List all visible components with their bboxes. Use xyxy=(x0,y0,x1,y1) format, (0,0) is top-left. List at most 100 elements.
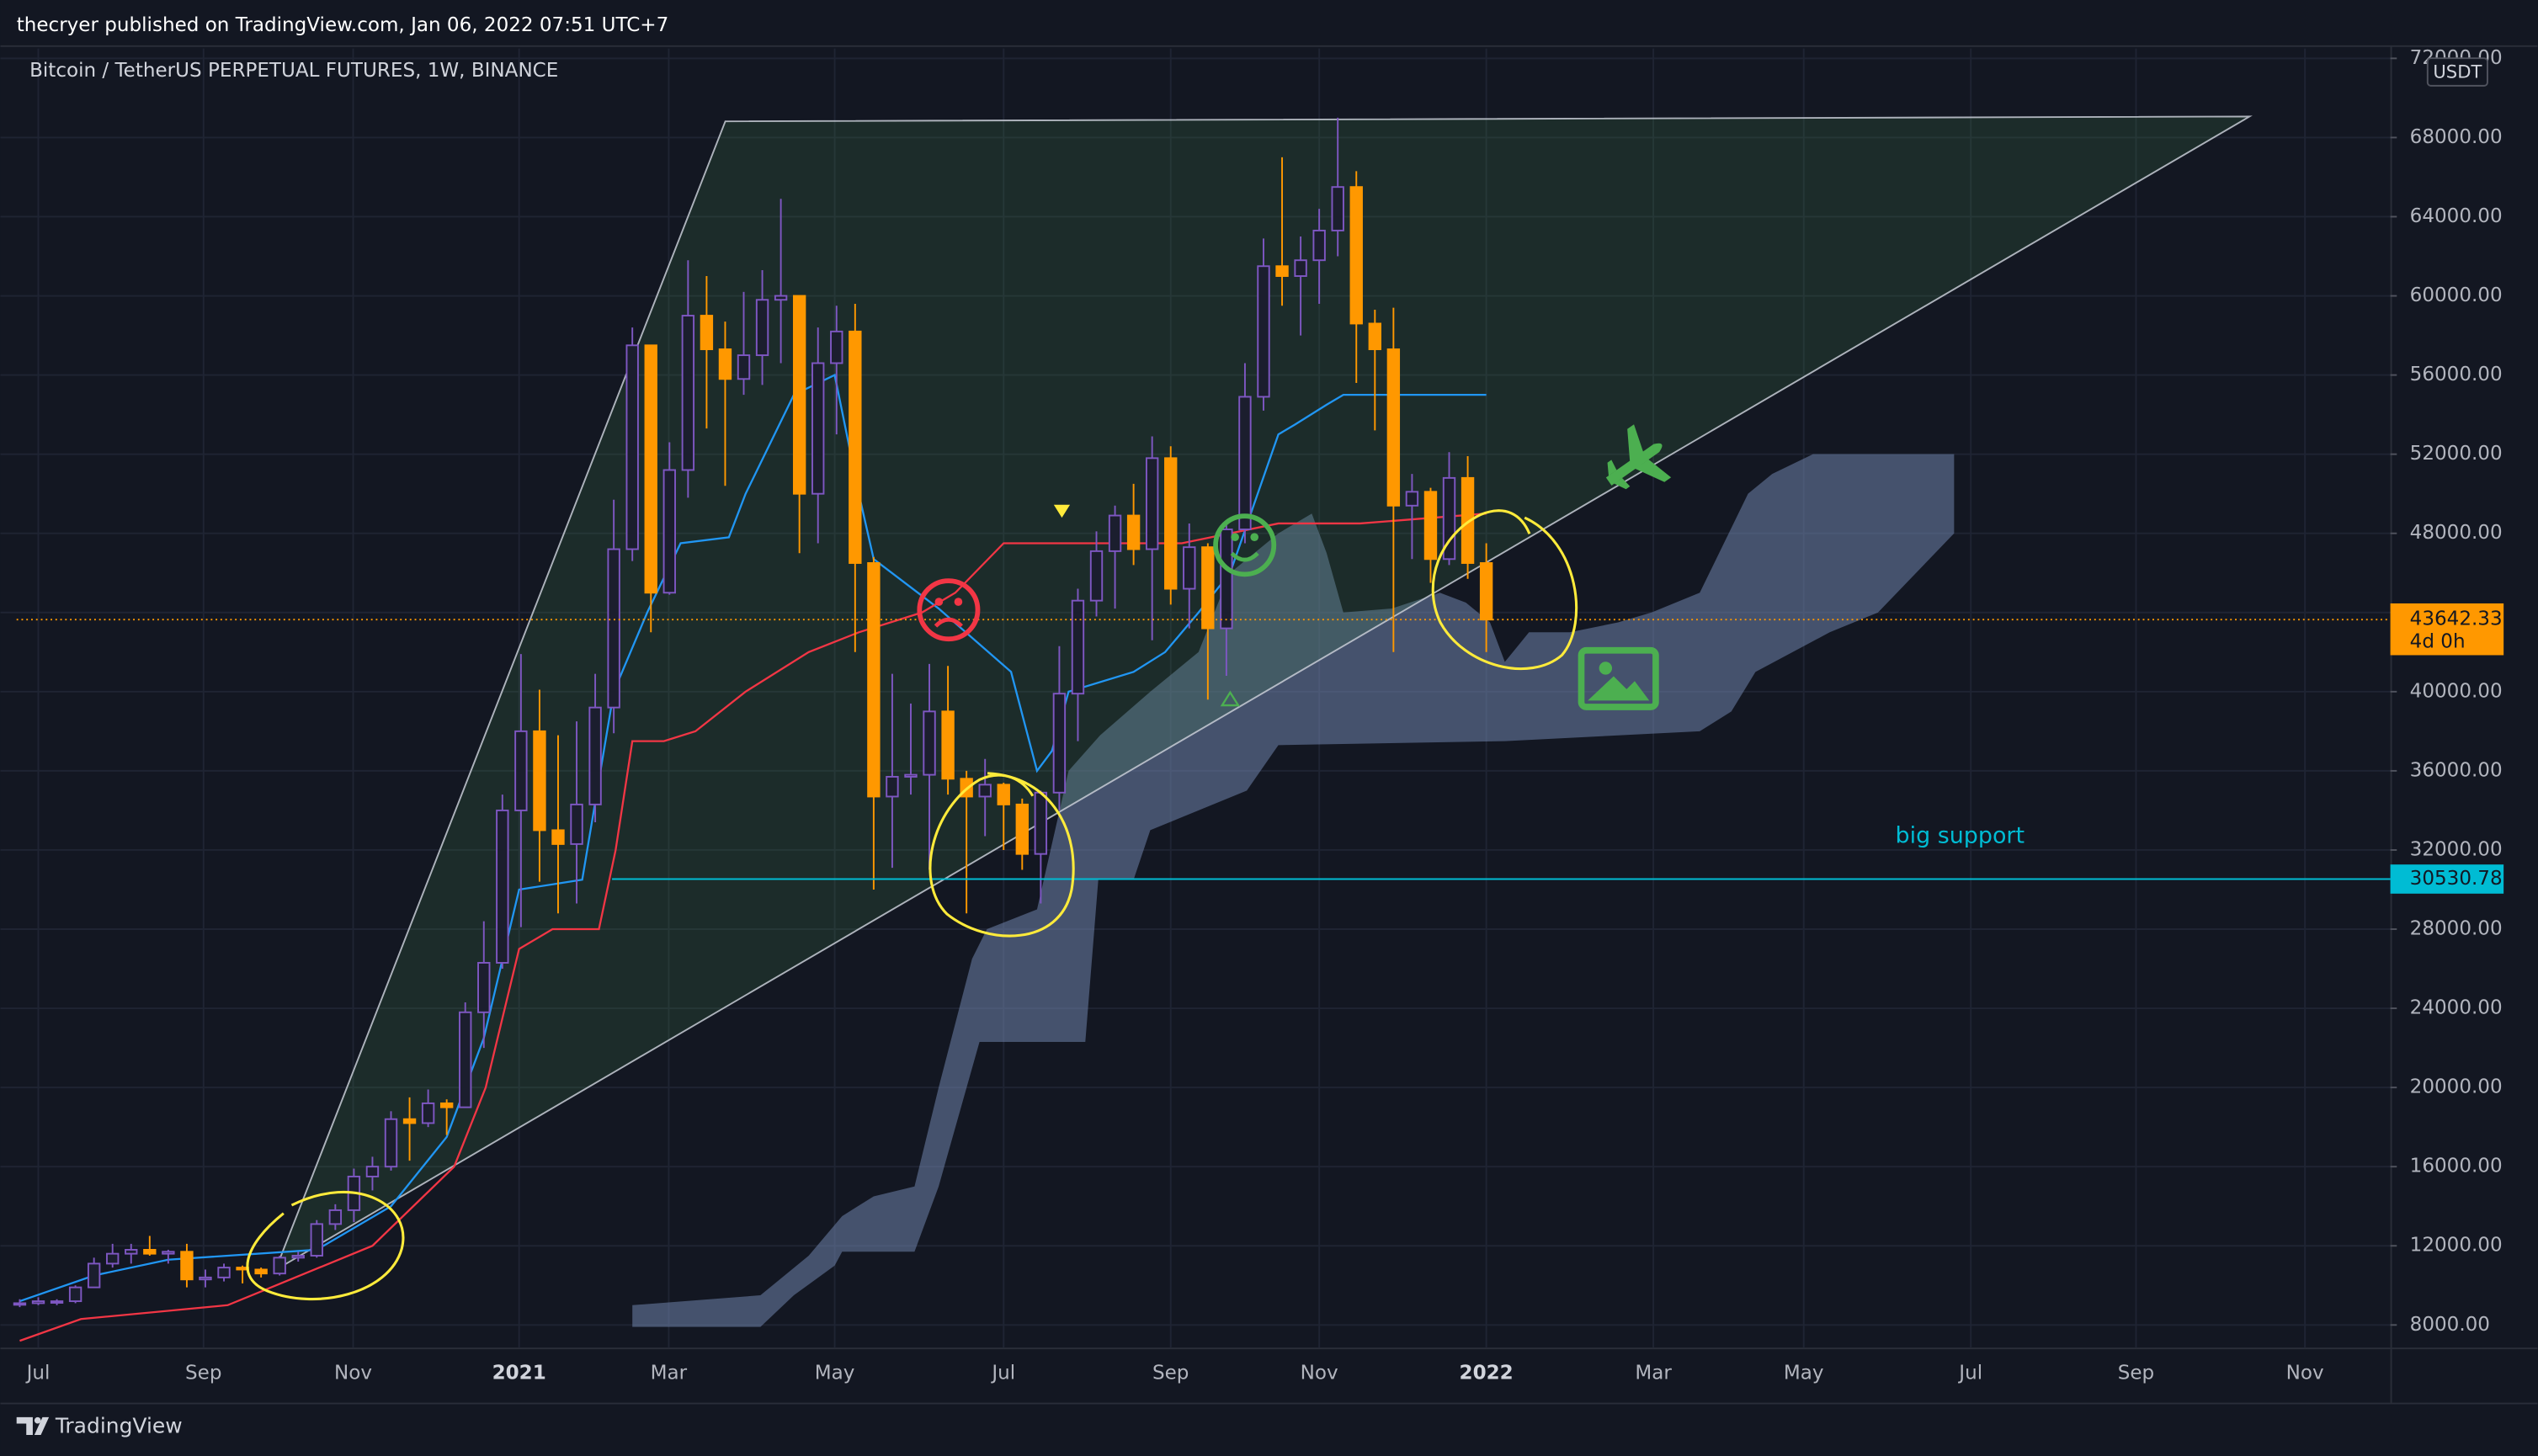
sad-face-mouth xyxy=(934,617,963,628)
x-tick-label: May xyxy=(815,1362,855,1384)
sad-face-eye xyxy=(954,598,963,606)
candle-body xyxy=(1349,186,1363,325)
y-tick-label: 28000.00 xyxy=(2410,918,2503,940)
image-sun xyxy=(1599,662,1613,675)
candle-body xyxy=(755,299,769,357)
candle-body xyxy=(365,1166,380,1177)
last-price-label: 43642.33 xyxy=(2410,608,2503,630)
candle-body xyxy=(477,962,491,1013)
candle-body xyxy=(1220,529,1233,630)
candle-body xyxy=(384,1118,398,1168)
candle-body xyxy=(867,562,881,798)
candle-body xyxy=(50,1300,64,1304)
candle-body xyxy=(125,1248,138,1255)
highlight-circles xyxy=(246,509,1578,1301)
x-tick-label: Jul xyxy=(25,1362,51,1384)
cloud-layer xyxy=(632,454,1955,1327)
candle-body xyxy=(1126,514,1141,550)
candle-body xyxy=(1183,546,1196,590)
smiley-eye xyxy=(1250,533,1259,541)
candle-body xyxy=(849,330,862,564)
candle-body xyxy=(1423,491,1438,561)
candle-body xyxy=(774,295,788,301)
circle-jul xyxy=(928,772,1075,938)
candle-body xyxy=(718,348,732,380)
x-tick-label: Sep xyxy=(2118,1362,2154,1384)
symbol-title: Bitcoin / TetherUS PERPETUAL FUTURES, 1W… xyxy=(29,60,558,82)
y-tick-label: 64000.00 xyxy=(2410,205,2503,227)
y-tick-label: 32000.00 xyxy=(2410,838,2503,860)
y-tick-label: 36000.00 xyxy=(2410,759,2503,781)
x-tick-label: May xyxy=(1784,1362,1824,1384)
candle-body xyxy=(662,469,676,594)
candle-body xyxy=(1071,599,1085,695)
candle-body xyxy=(1201,546,1215,630)
candle-body xyxy=(588,706,602,805)
candle-body xyxy=(1479,562,1493,621)
triangle-drawing xyxy=(274,115,2253,1273)
candle-body xyxy=(1164,457,1178,590)
up-marker xyxy=(1220,690,1241,707)
candle-body xyxy=(328,1209,343,1225)
airplane-icon xyxy=(1605,424,1672,490)
smiley-mouth xyxy=(1230,551,1259,562)
candle-body xyxy=(162,1251,175,1255)
y-tick-label: 56000.00 xyxy=(2410,364,2503,385)
candle-body xyxy=(830,330,843,364)
y-tick-label: 40000.00 xyxy=(2410,680,2503,702)
candle-body xyxy=(570,803,583,845)
airplane-shape xyxy=(1605,424,1672,490)
smiley-face xyxy=(1213,513,1277,577)
x-tick-label: Nov xyxy=(2286,1362,2324,1384)
x-tick-label: Mar xyxy=(651,1362,688,1384)
axes: 8000.00 12000.00 16000.00 20000.00 24000.00 2… xyxy=(25,47,2504,1384)
brand-logo xyxy=(16,1416,50,1436)
support-box xyxy=(2390,864,2504,894)
y-tick-label: 16000.00 xyxy=(2410,1156,2503,1177)
smiley-eye xyxy=(1231,533,1239,541)
y-tick-label: 52000.00 xyxy=(2410,443,2503,465)
candle-body xyxy=(997,784,1010,805)
candle-body xyxy=(1312,229,1326,262)
candle-body xyxy=(143,1248,157,1255)
brand-logo-dot xyxy=(34,1416,41,1424)
candle-body xyxy=(291,1255,305,1259)
smiley-outline xyxy=(1213,513,1277,577)
x-tick-label: Jul xyxy=(990,1362,1015,1384)
sad-face-outline xyxy=(917,578,981,642)
image-icon xyxy=(1578,646,1659,710)
grid xyxy=(0,48,2391,1348)
candle-body xyxy=(607,548,620,709)
candle-body xyxy=(1145,457,1159,550)
indicator-line xyxy=(19,513,1487,1342)
circle-jan xyxy=(1431,509,1578,671)
candle-body xyxy=(1108,514,1122,552)
y-tick-label: 24000.00 xyxy=(2410,997,2503,1019)
currency-label: USDT xyxy=(2433,61,2482,82)
published-line: thecryer published on TradingView.com, J… xyxy=(17,14,669,36)
brand: TradingView xyxy=(16,1413,183,1437)
y-tick-label: 20000.00 xyxy=(2410,1076,2503,1098)
brand-name: TradingView xyxy=(55,1413,183,1437)
candle-body xyxy=(439,1102,454,1108)
y-tick-label: 8000.00 xyxy=(2410,1314,2490,1336)
candle-body xyxy=(31,1300,45,1305)
candle-body xyxy=(1015,803,1029,855)
y-tick-label: 12000.00 xyxy=(2410,1235,2503,1257)
circle-2020 xyxy=(246,1190,405,1301)
candle-body xyxy=(792,295,806,495)
sad-face-eye xyxy=(934,598,944,606)
candle-body xyxy=(199,1276,212,1281)
ichimoku-cloud xyxy=(632,454,1955,1327)
x-tick-label: Mar xyxy=(1635,1362,1672,1384)
candle-body xyxy=(1034,791,1048,855)
candle-body xyxy=(923,710,936,776)
candle-body xyxy=(87,1262,101,1289)
candle-body xyxy=(402,1118,417,1124)
candle-body xyxy=(1461,476,1475,564)
candle-body xyxy=(625,344,639,550)
candle-body xyxy=(811,362,825,495)
candle-body xyxy=(1294,259,1307,277)
